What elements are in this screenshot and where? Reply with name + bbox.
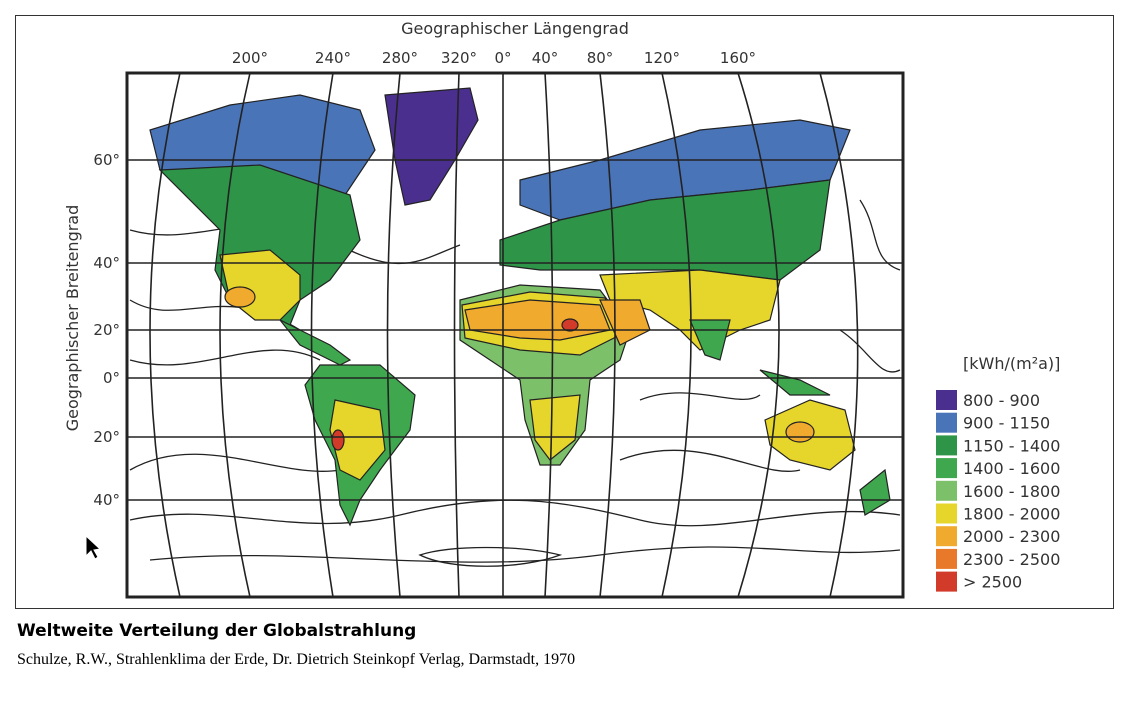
y-tick-label: 20° bbox=[93, 321, 120, 339]
caption-title: Weltweite Verteilung der Globalstrahlung bbox=[17, 621, 417, 641]
legend-label: 1800 - 2000 bbox=[963, 505, 1060, 524]
legend-swatch bbox=[936, 503, 957, 524]
graticule bbox=[127, 72, 903, 598]
y-tick-label: 40° bbox=[93, 491, 120, 509]
y-tick-label: 60° bbox=[93, 151, 120, 169]
legend-unit: [kWh/(m²a)] bbox=[963, 354, 1060, 373]
legend-label: 2000 - 2300 bbox=[963, 527, 1060, 546]
legend-swatch bbox=[936, 526, 957, 547]
legend-label: 1600 - 1800 bbox=[963, 482, 1060, 501]
legend-swatch bbox=[936, 458, 957, 479]
x-tick-label: 200° bbox=[232, 49, 268, 67]
x-axis-title: Geographischer Längengrad bbox=[401, 19, 629, 38]
x-tick-label: 120° bbox=[644, 49, 680, 67]
x-tick-label: 160° bbox=[720, 49, 756, 67]
x-tick-label: 40° bbox=[532, 49, 559, 67]
y-tick-label: 20° bbox=[93, 428, 120, 446]
legend-label: 900 - 1150 bbox=[963, 414, 1050, 433]
legend-label: 2300 - 2500 bbox=[963, 550, 1060, 569]
map-frame bbox=[125, 71, 905, 599]
legend-swatch bbox=[936, 571, 957, 592]
x-tick-label: 80° bbox=[587, 49, 614, 67]
legend-label: > 2500 bbox=[963, 573, 1022, 592]
isolines bbox=[129, 199, 901, 567]
cursor bbox=[85, 534, 102, 560]
legend-swatch bbox=[936, 480, 957, 501]
figure: Geographischer Längengrad Geographischer… bbox=[15, 15, 1114, 609]
y-tick-label: 0° bbox=[103, 369, 120, 387]
x-tick-label: 0° bbox=[494, 49, 511, 67]
caption-source: Schulze, R.W., Strahlenklima der Erde, D… bbox=[17, 651, 576, 668]
x-tick-label: 280° bbox=[382, 49, 418, 67]
x-tick-label: 240° bbox=[315, 49, 351, 67]
legend-label: 1150 - 1400 bbox=[963, 436, 1060, 455]
x-tick-label: 320° bbox=[441, 49, 477, 67]
legend-label: 1400 - 1600 bbox=[963, 459, 1060, 478]
legend-swatch bbox=[936, 412, 957, 433]
legend-label: 800 - 900 bbox=[963, 391, 1040, 410]
legend-swatch bbox=[936, 548, 957, 569]
legend-swatch bbox=[936, 390, 957, 410]
legend-swatch bbox=[936, 435, 957, 456]
y-tick-label: 40° bbox=[93, 254, 120, 272]
y-axis-title: Geographischer Breitengrad bbox=[63, 205, 82, 432]
